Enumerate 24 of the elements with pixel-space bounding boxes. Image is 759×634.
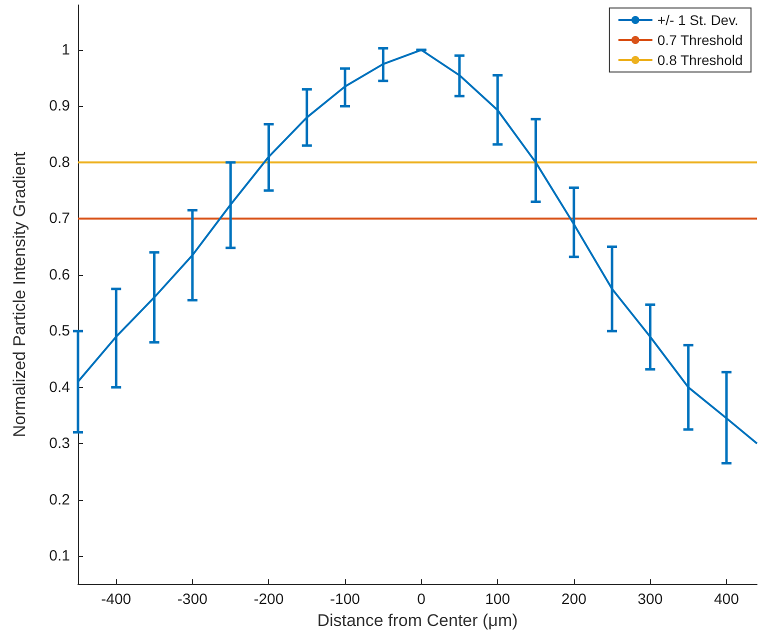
legend-label: +/- 1 St. Dev.: [657, 12, 738, 28]
x-tick-label: 400: [714, 591, 739, 608]
x-tick-label: -200: [254, 591, 284, 608]
y-tick-label: 0.3: [49, 435, 70, 452]
y-tick-label: 0.9: [49, 98, 70, 115]
x-tick-label: -300: [177, 591, 208, 608]
y-tick-label: 0.8: [49, 154, 70, 171]
y-tick-label: 1: [62, 41, 70, 58]
legend-label: 0.7 Threshold: [657, 32, 743, 48]
y-tick-label: 0.1: [49, 547, 70, 564]
x-tick-label: 0: [417, 591, 426, 608]
x-tick-label: -400: [101, 591, 132, 608]
x-tick-label: 200: [561, 591, 586, 608]
x-axis-title: Distance from Center (μm): [317, 611, 518, 630]
y-tick-label: 0.4: [49, 378, 70, 396]
y-tick-label: 0.2: [49, 491, 70, 508]
y-tick-label: 0.7: [49, 210, 70, 228]
x-tick-label: 300: [638, 591, 663, 608]
x-tick-label: -100: [330, 591, 360, 608]
y-tick-label: 0.6: [49, 266, 70, 284]
x-tick-label: 100: [485, 591, 510, 608]
y-axis-title: Normalized Particle Intensity Gradient: [10, 152, 29, 438]
y-tick-label: 0.5: [49, 322, 70, 340]
legend-label: 0.8 Threshold: [657, 52, 743, 68]
